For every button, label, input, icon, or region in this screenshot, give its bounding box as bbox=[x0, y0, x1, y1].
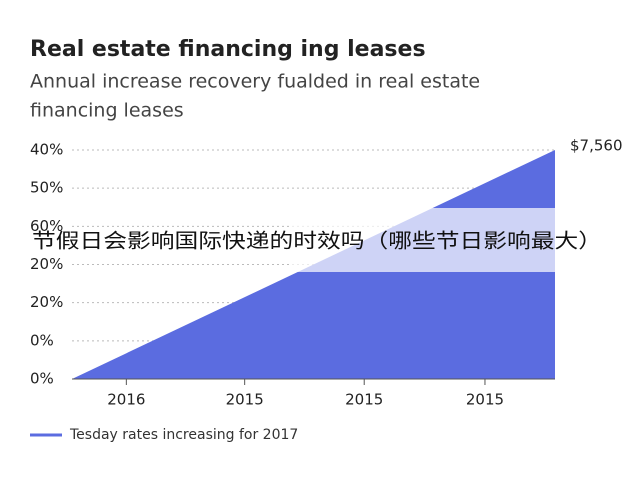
legend-label: Tesday rates increasing for 2017 bbox=[69, 427, 298, 443]
chart-subtitle: financing leases bbox=[30, 100, 184, 122]
overlay-band bbox=[290, 208, 555, 272]
x-tick-label: 2015 bbox=[466, 391, 504, 409]
x-tick-label: 2015 bbox=[226, 391, 264, 409]
x-tick-label: 2016 bbox=[107, 391, 145, 409]
annotation: $7,560 bbox=[570, 137, 623, 155]
y-tick-label: 60% bbox=[30, 217, 63, 235]
chart-title: Real estate financing ing leases bbox=[30, 37, 426, 62]
overlay-text: 节假日会影响国际快递的时效吗（哪些节日影响最大） bbox=[32, 229, 602, 253]
x-tick-label: 2015 bbox=[345, 391, 383, 409]
y-tick-label: 40% bbox=[30, 141, 63, 159]
y-tick-label: 20% bbox=[30, 293, 63, 311]
y-tick-label: 0% bbox=[30, 331, 54, 349]
y-tick-label: 50% bbox=[30, 179, 63, 197]
y-tick-label: 0% bbox=[30, 370, 54, 388]
chart-subtitle: Annual increase recovery fualded in real… bbox=[30, 71, 480, 93]
y-tick-label: 20% bbox=[30, 255, 63, 273]
